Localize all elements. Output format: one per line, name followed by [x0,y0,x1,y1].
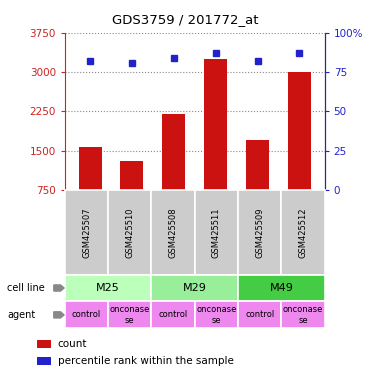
Text: M29: M29 [183,283,207,293]
Text: percentile rank within the sample: percentile rank within the sample [58,356,233,366]
Text: agent: agent [7,310,36,320]
Bar [162,114,186,190]
Text: GSM425511: GSM425511 [212,207,221,258]
Text: control: control [158,310,188,319]
Text: onconase
se: onconase se [196,305,237,324]
Text: M25: M25 [96,283,120,293]
Bar [121,161,144,190]
Text: control: control [72,310,101,319]
Text: M49: M49 [269,283,293,293]
Text: onconase
se: onconase se [283,305,323,324]
Text: onconase
se: onconase se [110,305,150,324]
Text: GSM425509: GSM425509 [255,207,264,258]
Text: control: control [245,310,274,319]
Bar [246,140,269,190]
Text: GDS3759 / 201772_at: GDS3759 / 201772_at [112,13,259,26]
Bar [79,147,102,190]
Bar [288,72,311,190]
Text: count: count [58,339,87,349]
Bar [204,59,227,190]
Text: GSM425508: GSM425508 [169,207,178,258]
Text: GSM425510: GSM425510 [125,207,134,258]
Text: GSM425507: GSM425507 [82,207,91,258]
Text: GSM425512: GSM425512 [299,207,308,258]
Text: cell line: cell line [7,283,45,293]
